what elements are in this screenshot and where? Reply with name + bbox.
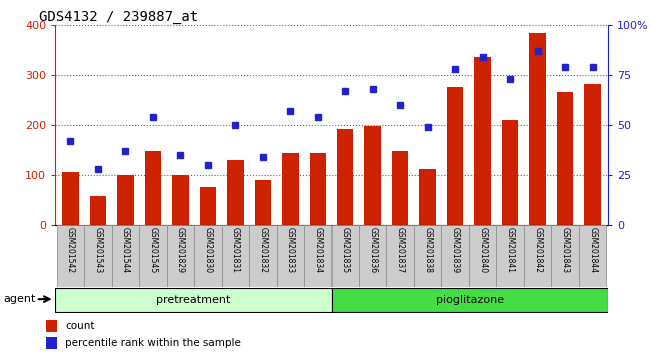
Bar <box>194 225 222 287</box>
Text: GSM201545: GSM201545 <box>148 227 157 274</box>
Text: GSM201836: GSM201836 <box>369 227 377 273</box>
Text: GSM201835: GSM201835 <box>341 227 350 273</box>
Bar <box>57 225 84 287</box>
Bar <box>529 33 546 225</box>
Bar <box>557 92 573 225</box>
Text: GSM201838: GSM201838 <box>423 227 432 273</box>
Text: GSM201834: GSM201834 <box>313 227 322 273</box>
Bar <box>337 129 354 225</box>
Text: GDS4132 / 239887_at: GDS4132 / 239887_at <box>39 10 198 24</box>
Text: GSM201831: GSM201831 <box>231 227 240 273</box>
Bar <box>144 151 161 225</box>
Text: GSM201843: GSM201843 <box>561 227 569 273</box>
Bar <box>419 169 436 225</box>
Bar <box>255 180 271 225</box>
Bar <box>249 225 276 287</box>
Text: GSM201840: GSM201840 <box>478 227 488 273</box>
Bar <box>227 160 244 225</box>
Bar <box>359 225 387 287</box>
Bar <box>447 87 463 225</box>
Bar <box>392 151 408 225</box>
Bar <box>172 175 188 225</box>
Bar <box>276 225 304 287</box>
Text: GSM201544: GSM201544 <box>121 227 130 274</box>
Bar <box>469 225 497 287</box>
Bar <box>414 225 441 287</box>
Text: GSM201543: GSM201543 <box>94 227 102 274</box>
Text: GSM201839: GSM201839 <box>450 227 460 273</box>
Text: GSM201833: GSM201833 <box>286 227 294 273</box>
Text: GSM201542: GSM201542 <box>66 227 75 273</box>
Bar <box>551 225 579 287</box>
Bar <box>579 225 606 287</box>
Bar <box>502 120 519 225</box>
Bar <box>332 225 359 287</box>
Bar <box>387 225 414 287</box>
Text: GSM201832: GSM201832 <box>258 227 267 273</box>
Bar <box>90 196 106 225</box>
Bar <box>166 225 194 287</box>
Text: GSM201844: GSM201844 <box>588 227 597 273</box>
Bar <box>524 225 551 287</box>
Text: pretreatment: pretreatment <box>156 295 231 305</box>
Bar <box>62 172 79 225</box>
Bar <box>332 288 608 312</box>
Bar <box>304 225 332 287</box>
Text: agent: agent <box>3 294 36 304</box>
Bar <box>222 225 249 287</box>
Bar <box>474 57 491 225</box>
Bar <box>55 288 332 312</box>
Text: pioglitazone: pioglitazone <box>436 295 504 305</box>
Text: GSM201829: GSM201829 <box>176 227 185 273</box>
Text: count: count <box>65 321 94 331</box>
Bar <box>46 337 57 349</box>
Bar <box>139 225 166 287</box>
Text: GSM201837: GSM201837 <box>396 227 405 273</box>
Bar <box>200 187 216 225</box>
Text: GSM201842: GSM201842 <box>533 227 542 273</box>
Bar <box>117 175 134 225</box>
Bar <box>84 225 112 287</box>
Bar <box>365 126 381 225</box>
Bar <box>309 153 326 225</box>
Bar <box>282 153 298 225</box>
Bar <box>441 225 469 287</box>
Bar <box>112 225 139 287</box>
Bar <box>46 320 57 332</box>
Bar <box>584 84 601 225</box>
Bar <box>497 225 524 287</box>
Text: percentile rank within the sample: percentile rank within the sample <box>65 338 241 348</box>
Text: GSM201830: GSM201830 <box>203 227 213 273</box>
Text: GSM201841: GSM201841 <box>506 227 515 273</box>
